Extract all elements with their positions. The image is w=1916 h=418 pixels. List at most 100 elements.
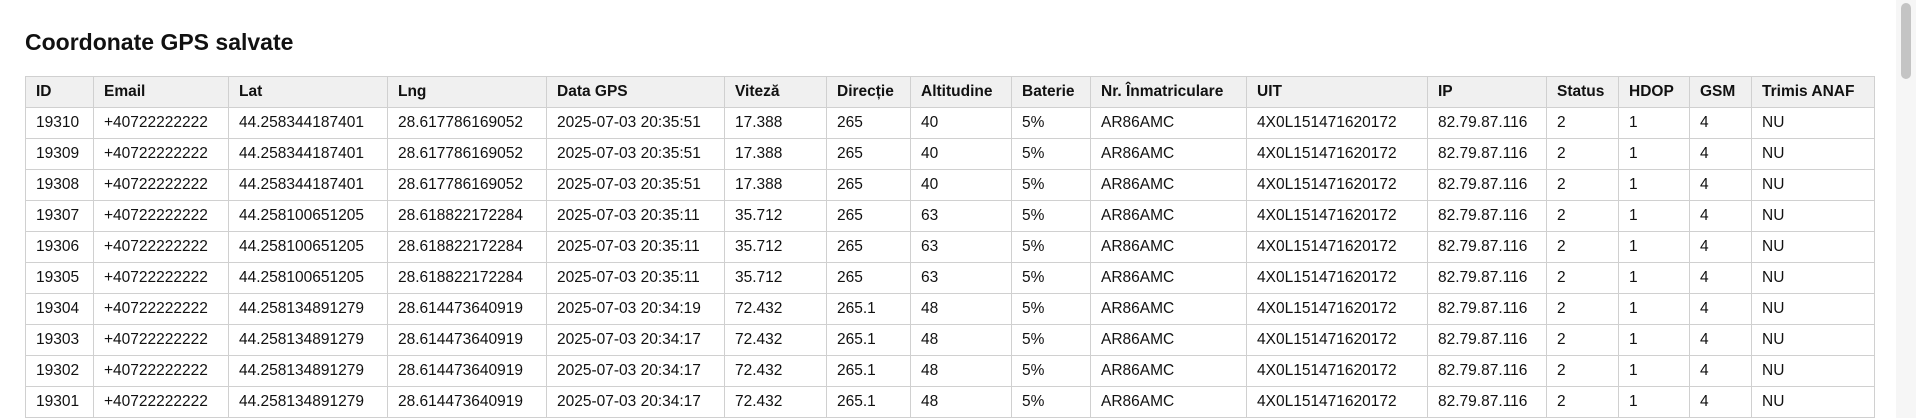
cell-data-gps: 2025-07-03 20:35:51 bbox=[546, 169, 725, 201]
cell-gsm: 4 bbox=[1689, 138, 1752, 170]
cell-ip: 82.79.87.116 bbox=[1427, 262, 1547, 294]
cell-lat: 44.258134891279 bbox=[228, 355, 388, 387]
cell-nr-inmatriculare: AR86AMC bbox=[1090, 169, 1247, 201]
cell-id: 19303 bbox=[25, 324, 94, 356]
cell-baterie: 5% bbox=[1011, 231, 1091, 263]
cell-baterie: 5% bbox=[1011, 293, 1091, 325]
cell-altitudine: 40 bbox=[910, 138, 1012, 170]
table-row: 19306 +40722222222 44.258100651205 28.61882… bbox=[25, 231, 1875, 263]
cell-lat: 44.258100651205 bbox=[228, 200, 388, 232]
cell-id: 19309 bbox=[25, 138, 94, 170]
column-header-gsm[interactable]: GSM bbox=[1689, 76, 1752, 108]
cell-nr-inmatriculare: AR86AMC bbox=[1090, 355, 1247, 387]
table-body: 19310 +40722222222 44.258344187401 28.61778… bbox=[25, 107, 1875, 418]
cell-lat: 44.258344187401 bbox=[228, 107, 388, 139]
cell-altitudine: 63 bbox=[910, 262, 1012, 294]
table-row: 19302 +40722222222 44.258134891279 28.61447… bbox=[25, 355, 1875, 387]
column-header-trimis-anaf[interactable]: Trimis ANAF bbox=[1751, 76, 1875, 108]
cell-gsm: 4 bbox=[1689, 324, 1752, 356]
table-row: 19304 +40722222222 44.258134891279 28.61447… bbox=[25, 293, 1875, 325]
cell-ip: 82.79.87.116 bbox=[1427, 231, 1547, 263]
column-header-status[interactable]: Status bbox=[1546, 76, 1619, 108]
cell-id: 19306 bbox=[25, 231, 94, 263]
cell-viteza: 35.712 bbox=[724, 231, 827, 263]
cell-data-gps: 2025-07-03 20:34:17 bbox=[546, 386, 725, 418]
cell-trimis-anaf: NU bbox=[1751, 200, 1875, 232]
cell-baterie: 5% bbox=[1011, 262, 1091, 294]
column-header-nr-inmatriculare[interactable]: Nr. Înmatriculare bbox=[1090, 76, 1247, 108]
table-row: 19301 +40722222222 44.258134891279 28.61447… bbox=[25, 386, 1875, 418]
cell-email: +40722222222 bbox=[93, 231, 229, 263]
column-header-lng[interactable]: Lng bbox=[387, 76, 547, 108]
column-header-lat[interactable]: Lat bbox=[228, 76, 388, 108]
table-row: 19305 +40722222222 44.258100651205 28.61882… bbox=[25, 262, 1875, 294]
cell-ip: 82.79.87.116 bbox=[1427, 200, 1547, 232]
column-header-directie[interactable]: Direcție bbox=[826, 76, 911, 108]
cell-lng: 28.614473640919 bbox=[387, 293, 547, 325]
cell-viteza: 17.388 bbox=[724, 138, 827, 170]
table-row: 19303 +40722222222 44.258134891279 28.61447… bbox=[25, 324, 1875, 356]
cell-status: 2 bbox=[1546, 200, 1619, 232]
gps-table-container: ID Email Lat Lng Data GPS Viteză Direcți… bbox=[25, 76, 1875, 418]
column-header-hdop[interactable]: HDOP bbox=[1618, 76, 1690, 108]
cell-lng: 28.614473640919 bbox=[387, 355, 547, 387]
cell-viteza: 72.432 bbox=[724, 386, 827, 418]
cell-ip: 82.79.87.116 bbox=[1427, 138, 1547, 170]
cell-email: +40722222222 bbox=[93, 324, 229, 356]
cell-baterie: 5% bbox=[1011, 200, 1091, 232]
cell-directie: 265 bbox=[826, 138, 911, 170]
cell-uit: 4X0L151471620172 bbox=[1246, 324, 1428, 356]
cell-viteza: 35.712 bbox=[724, 262, 827, 294]
cell-uit: 4X0L151471620172 bbox=[1246, 293, 1428, 325]
vertical-scrollbar[interactable] bbox=[1896, 0, 1916, 418]
cell-hdop: 1 bbox=[1618, 107, 1690, 139]
cell-status: 2 bbox=[1546, 324, 1619, 356]
cell-email: +40722222222 bbox=[93, 107, 229, 139]
cell-directie: 265 bbox=[826, 200, 911, 232]
column-header-id[interactable]: ID bbox=[25, 76, 94, 108]
cell-lng: 28.617786169052 bbox=[387, 107, 547, 139]
column-header-uit[interactable]: UIT bbox=[1246, 76, 1428, 108]
cell-id: 19307 bbox=[25, 200, 94, 232]
column-header-data-gps[interactable]: Data GPS bbox=[546, 76, 725, 108]
cell-lat: 44.258134891279 bbox=[228, 386, 388, 418]
column-header-ip[interactable]: IP bbox=[1427, 76, 1547, 108]
scrollbar-thumb[interactable] bbox=[1901, 3, 1911, 79]
cell-viteza: 17.388 bbox=[724, 169, 827, 201]
cell-nr-inmatriculare: AR86AMC bbox=[1090, 386, 1247, 418]
cell-ip: 82.79.87.116 bbox=[1427, 386, 1547, 418]
cell-trimis-anaf: NU bbox=[1751, 107, 1875, 139]
cell-viteza: 72.432 bbox=[724, 293, 827, 325]
column-header-viteza[interactable]: Viteză bbox=[724, 76, 827, 108]
cell-id: 19308 bbox=[25, 169, 94, 201]
cell-data-gps: 2025-07-03 20:35:11 bbox=[546, 231, 725, 263]
cell-hdop: 1 bbox=[1618, 324, 1690, 356]
cell-baterie: 5% bbox=[1011, 169, 1091, 201]
cell-id: 19305 bbox=[25, 262, 94, 294]
cell-nr-inmatriculare: AR86AMC bbox=[1090, 324, 1247, 356]
cell-lat: 44.258344187401 bbox=[228, 169, 388, 201]
column-header-altitudine[interactable]: Altitudine bbox=[910, 76, 1012, 108]
cell-baterie: 5% bbox=[1011, 386, 1091, 418]
cell-ip: 82.79.87.116 bbox=[1427, 355, 1547, 387]
table-row: 19309 +40722222222 44.258344187401 28.61778… bbox=[25, 138, 1875, 170]
cell-baterie: 5% bbox=[1011, 138, 1091, 170]
cell-lng: 28.618822172284 bbox=[387, 262, 547, 294]
cell-email: +40722222222 bbox=[93, 293, 229, 325]
cell-hdop: 1 bbox=[1618, 200, 1690, 232]
cell-lat: 44.258100651205 bbox=[228, 231, 388, 263]
cell-directie: 265.1 bbox=[826, 386, 911, 418]
cell-status: 2 bbox=[1546, 293, 1619, 325]
cell-id: 19302 bbox=[25, 355, 94, 387]
column-header-email[interactable]: Email bbox=[93, 76, 229, 108]
column-header-baterie[interactable]: Baterie bbox=[1011, 76, 1091, 108]
cell-baterie: 5% bbox=[1011, 355, 1091, 387]
cell-gsm: 4 bbox=[1689, 200, 1752, 232]
cell-lat: 44.258344187401 bbox=[228, 138, 388, 170]
cell-uit: 4X0L151471620172 bbox=[1246, 107, 1428, 139]
cell-ip: 82.79.87.116 bbox=[1427, 324, 1547, 356]
cell-lat: 44.258134891279 bbox=[228, 324, 388, 356]
cell-id: 19304 bbox=[25, 293, 94, 325]
cell-email: +40722222222 bbox=[93, 355, 229, 387]
